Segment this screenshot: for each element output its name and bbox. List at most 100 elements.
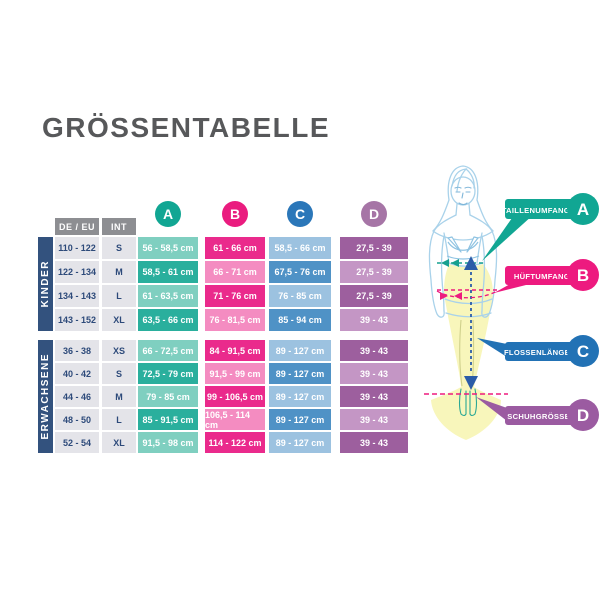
- table-row: 44 - 46 M 79 - 85 cm 99 - 106,5 cm 89 - …: [38, 386, 408, 407]
- cell-a: 72,5 - 79 cm: [138, 363, 198, 384]
- cell-b: 99 - 106,5 cm: [205, 386, 265, 407]
- column-letter: B: [229, 206, 241, 222]
- table-row: 48 - 50 L 85 - 91,5 cm 106,5 - 114 cm 89…: [38, 409, 408, 430]
- bikini-top: [446, 236, 480, 260]
- column-header-de-eu: DE / EU: [55, 218, 99, 235]
- cell-de-eu: 44 - 46: [55, 386, 99, 407]
- cell-int: XL: [102, 432, 136, 453]
- cell-d: 39 - 43: [340, 386, 408, 407]
- cell-c: 67,5 - 76 cm: [269, 261, 331, 283]
- column-header-int: INT: [102, 218, 136, 235]
- figure-outline: [428, 165, 498, 318]
- cell-c: 89 - 127 cm: [269, 432, 331, 453]
- callout-letter: B: [577, 266, 589, 285]
- cell-int: S: [102, 363, 136, 384]
- cell-a: 85 - 91,5 cm: [138, 409, 198, 430]
- cell-de-eu: 110 - 122: [55, 237, 99, 259]
- fin-length-measure-line: [464, 256, 478, 390]
- callout-letter: A: [577, 200, 589, 219]
- column-header-a: A: [155, 201, 181, 227]
- callout-schuhgroesse: SCHUHGRÖSSE D: [476, 397, 599, 431]
- cell-int: S: [102, 237, 136, 259]
- cell-c: 89 - 127 cm: [269, 363, 331, 384]
- column-header-c: C: [287, 201, 313, 227]
- cell-int: XS: [102, 340, 136, 361]
- callout-letter: D: [577, 406, 589, 425]
- cell-d: 39 - 43: [340, 409, 408, 430]
- table-row: 110 - 122 S 56 - 58,5 cm 61 - 66 cm 58,5…: [38, 237, 408, 259]
- cell-b: 84 - 91,5 cm: [205, 340, 265, 361]
- column-letter: A: [162, 206, 174, 222]
- cell-b: 106,5 - 114 cm: [205, 409, 265, 430]
- waist-measure-line: [437, 259, 483, 267]
- cell-c: 89 - 127 cm: [269, 340, 331, 361]
- cell-b: 114 - 122 cm: [205, 432, 265, 453]
- cell-int: L: [102, 285, 136, 307]
- cell-d: 27,5 - 39: [340, 237, 408, 259]
- cell-de-eu: 143 - 152: [55, 309, 99, 331]
- mermaid-tail: [431, 264, 501, 440]
- callout-flossenlaenge: FLOSSENLÄNGE C: [477, 335, 599, 367]
- cell-c: 89 - 127 cm: [269, 409, 331, 430]
- table-row: 40 - 42 S 72,5 - 79 cm 91,5 - 99 cm 89 -…: [38, 363, 408, 384]
- callout-label: HÜFTUMFANG: [514, 272, 570, 281]
- cell-c: 76 - 85 cm: [269, 285, 331, 307]
- section-label-kinder: KINDER: [38, 237, 53, 331]
- cell-d: 39 - 43: [340, 432, 408, 453]
- table-row: 143 - 152 XL 63,5 - 66 cm 76 - 81,5 cm 8…: [38, 309, 408, 331]
- cell-de-eu: 122 - 134: [55, 261, 99, 283]
- cell-int: M: [102, 261, 136, 283]
- table-row: 122 - 134 M 58,5 - 61 cm 66 - 71 cm 67,5…: [38, 261, 408, 283]
- section-label-erwachsene: ERWACHSENE: [38, 340, 53, 453]
- face-features: [454, 186, 472, 206]
- cell-b: 61 - 66 cm: [205, 237, 265, 259]
- callout-label: FLOSSENLÄNGE: [504, 348, 570, 357]
- callout-label: TAILLENUMFANG: [502, 206, 570, 215]
- cell-b: 66 - 71 cm: [205, 261, 265, 283]
- cell-a: 66 - 72,5 cm: [138, 340, 198, 361]
- cell-d: 27,5 - 39: [340, 285, 408, 307]
- cell-a: 91,5 - 98 cm: [138, 432, 198, 453]
- column-header-b: B: [222, 201, 248, 227]
- cell-a: 56 - 58,5 cm: [138, 237, 198, 259]
- cell-a: 61 - 63,5 cm: [138, 285, 198, 307]
- cell-c: 89 - 127 cm: [269, 386, 331, 407]
- cell-b: 76 - 81,5 cm: [205, 309, 265, 331]
- cell-de-eu: 134 - 143: [55, 285, 99, 307]
- cell-c: 85 - 94 cm: [269, 309, 331, 331]
- callout-label: SCHUHGRÖSSE: [507, 412, 570, 421]
- cell-a: 58,5 - 61 cm: [138, 261, 198, 283]
- cell-a: 79 - 85 cm: [138, 386, 198, 407]
- cell-d: 39 - 43: [340, 340, 408, 361]
- table-row: 36 - 38 XS 66 - 72,5 cm 84 - 91,5 cm 89 …: [38, 340, 408, 361]
- kinder-rows: 110 - 122 S 56 - 58,5 cm 61 - 66 cm 58,5…: [38, 237, 408, 333]
- callout-hueftumfang: HÜFTUMFANG B: [494, 259, 599, 293]
- column-letter: C: [294, 206, 306, 222]
- column-letter: D: [368, 206, 380, 222]
- cell-int: L: [102, 409, 136, 430]
- erwachsene-rows: 36 - 38 XS 66 - 72,5 cm 84 - 91,5 cm 89 …: [38, 340, 408, 455]
- hip-measure-line: [436, 289, 498, 300]
- measurement-diagram: TAILLENUMFANG A HÜFTUMFANG B FLOSSENLÄNG…: [424, 165, 599, 440]
- cell-a: 63,5 - 66 cm: [138, 309, 198, 331]
- cell-int: XL: [102, 309, 136, 331]
- cell-b: 91,5 - 99 cm: [205, 363, 265, 384]
- callout-letter: C: [577, 342, 589, 361]
- cell-c: 58,5 - 66 cm: [269, 237, 331, 259]
- table-row: 134 - 143 L 61 - 63,5 cm 71 - 76 cm 76 -…: [38, 285, 408, 307]
- cell-d: 39 - 43: [340, 309, 408, 331]
- feet-outline: [458, 388, 478, 417]
- cell-int: M: [102, 386, 136, 407]
- cell-de-eu: 48 - 50: [55, 409, 99, 430]
- cell-de-eu: 36 - 38: [55, 340, 99, 361]
- cell-de-eu: 52 - 54: [55, 432, 99, 453]
- table-row: 52 - 54 XL 91,5 - 98 cm 114 - 122 cm 89 …: [38, 432, 408, 453]
- cell-d: 39 - 43: [340, 363, 408, 384]
- callout-taillenumfang: TAILLENUMFANG A: [482, 193, 599, 261]
- page-title: GRÖSSENTABELLE: [42, 112, 331, 143]
- cell-de-eu: 40 - 42: [55, 363, 99, 384]
- cell-d: 27,5 - 39: [340, 261, 408, 283]
- column-header-d: D: [361, 201, 387, 227]
- cell-b: 71 - 76 cm: [205, 285, 265, 307]
